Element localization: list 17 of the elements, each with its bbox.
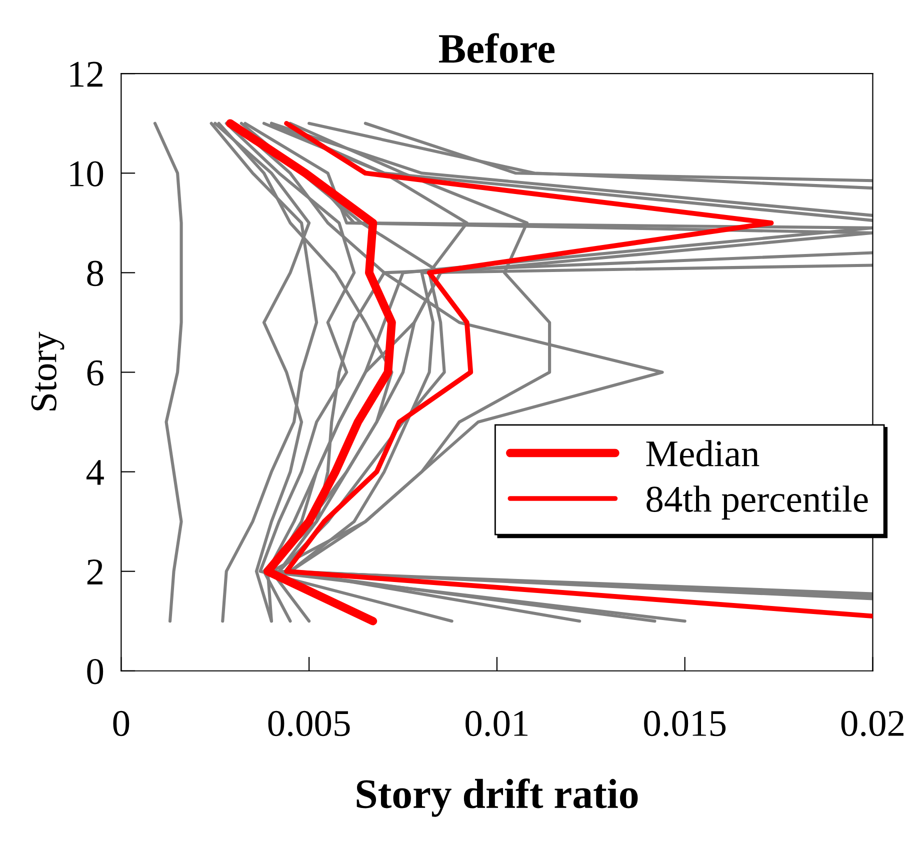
y-tick-label: 4 bbox=[86, 460, 104, 485]
x-tick-label: 0 bbox=[113, 710, 130, 736]
y-tick-label: 2 bbox=[87, 560, 102, 584]
x-tick-label: 0.015 bbox=[644, 710, 726, 736]
y-tick-label: 12 bbox=[70, 62, 102, 87]
y-tick-label: 6 bbox=[87, 360, 104, 386]
x-tick-label: 0.005 bbox=[268, 710, 350, 736]
x-tick-label: 0.02 bbox=[841, 710, 904, 736]
y-tick-label: 8 bbox=[87, 260, 104, 286]
chart-title: Before bbox=[439, 33, 554, 63]
y-tick-label: 10 bbox=[70, 161, 104, 187]
x-axis-title: Story drift ratio bbox=[356, 778, 638, 817]
legend-label: Median bbox=[646, 440, 760, 467]
y-axis-title: Story bbox=[31, 332, 64, 410]
y-tick-label: 0 bbox=[87, 658, 104, 684]
x-tick-label: 0.01 bbox=[466, 710, 528, 736]
legend-label: 84th percentile bbox=[646, 486, 868, 520]
